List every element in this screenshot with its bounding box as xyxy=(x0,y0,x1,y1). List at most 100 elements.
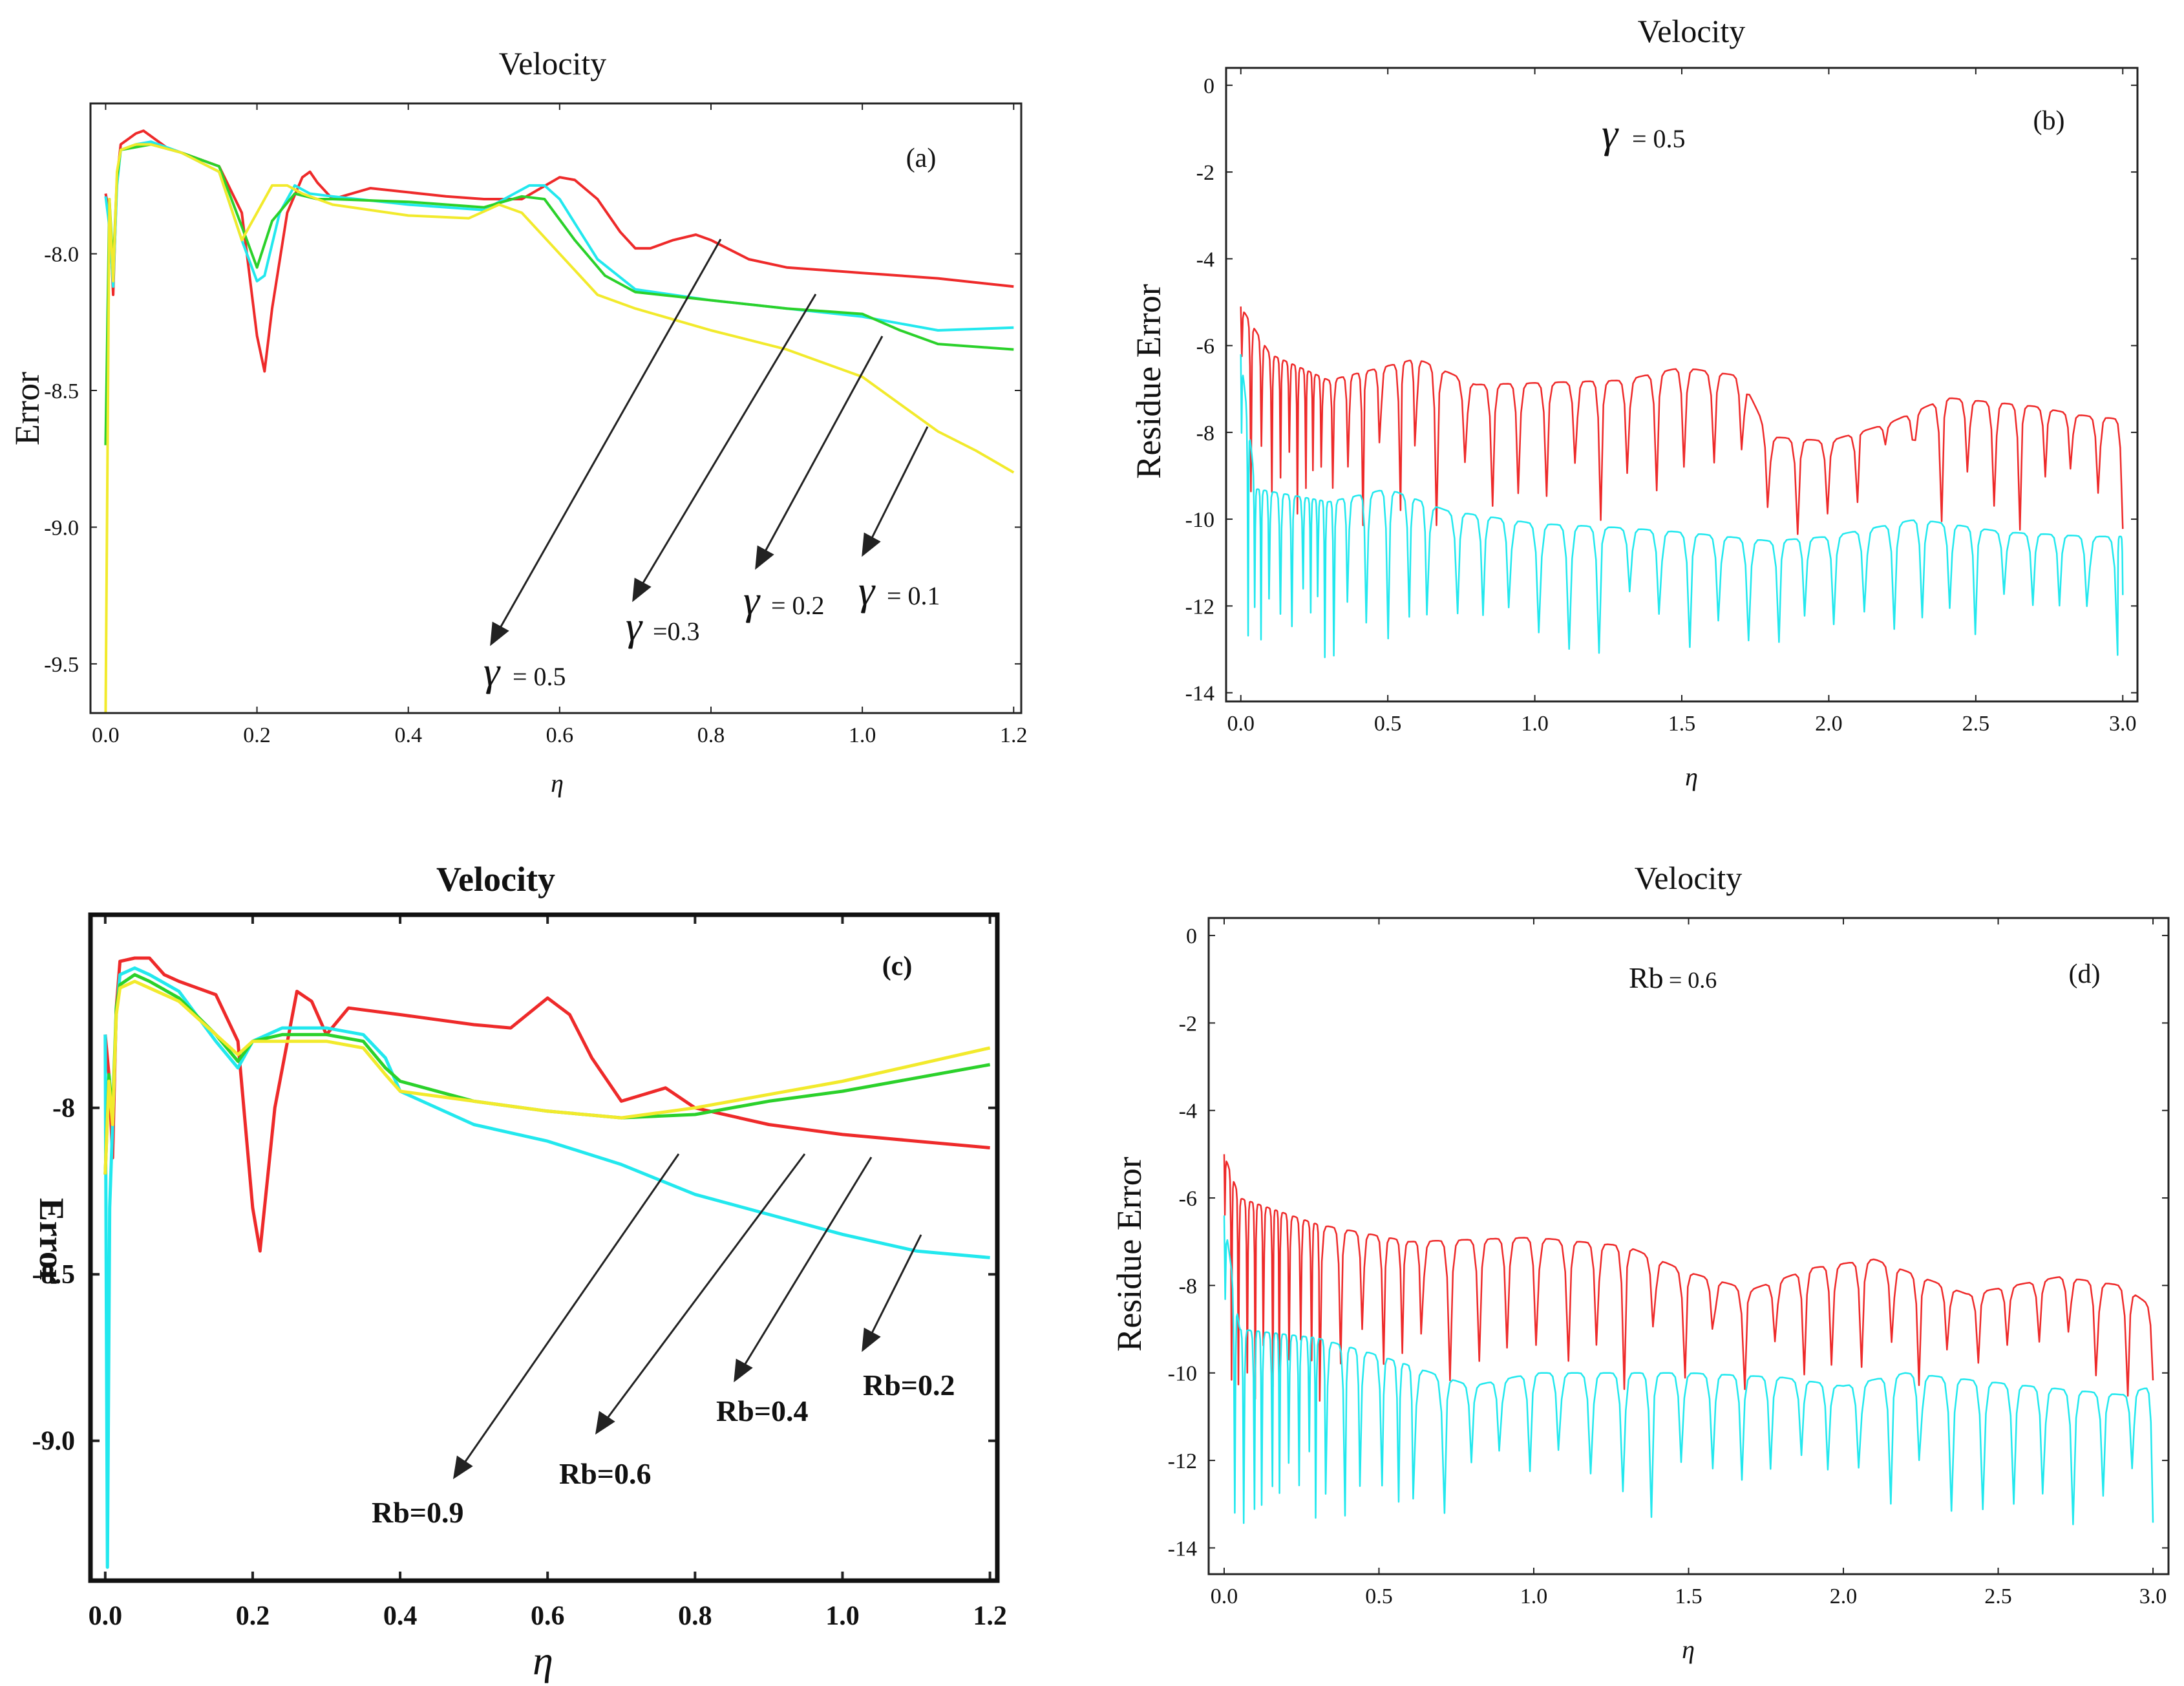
y-tick-label: -12 xyxy=(1185,595,1214,619)
y-tick-label: 0 xyxy=(1186,924,1197,948)
x-tick-label: 0.5 xyxy=(1365,1585,1393,1608)
y-tick-label: -10 xyxy=(1185,508,1214,532)
panel-b-title: Velocity xyxy=(1638,13,1746,49)
arrow-g03 xyxy=(639,293,817,589)
x-tick-label: 0.0 xyxy=(1211,1585,1238,1608)
arrowhead-icon xyxy=(452,1455,473,1480)
y-tick-label: -8 xyxy=(52,1094,75,1124)
panel-a-label-g05: γ = 0.5 xyxy=(483,648,566,694)
series-red-line xyxy=(1240,306,2124,535)
panel-d-tag: (d) xyxy=(2069,959,2101,989)
panel-a-title: Velocity xyxy=(499,45,607,81)
arrow-g02 xyxy=(761,336,884,557)
gamma-value: = 0.5 xyxy=(513,662,566,691)
gamma-symbol: γ xyxy=(626,603,643,649)
panel-a-tag: (a) xyxy=(906,144,937,173)
y-tick-label: -6 xyxy=(1179,1187,1197,1211)
panel-b-ylabel: Residue Error xyxy=(1129,284,1168,478)
rb-symbol: Rb xyxy=(1629,961,1664,994)
y-tick-label: -10 xyxy=(1168,1362,1197,1386)
panel-b-param-label: γ = 0.5 xyxy=(1602,111,1686,156)
x-tick-label: 1.0 xyxy=(825,1601,860,1631)
y-tick-label: -4 xyxy=(1196,248,1214,272)
x-tick-label: 0.0 xyxy=(92,723,120,747)
panel-a: Velocity 0.0 0.2 0.4 0.6 0.8 1.0 1.2 -8.0 -8.5 -9… xyxy=(8,45,1028,798)
series-red-line xyxy=(1223,1154,2154,1402)
gamma-value: = 0.2 xyxy=(771,591,825,620)
panel-d-plot: 0.0 0.5 1.0 1.5 2.0 2.5 3.0 0 -2 -4 -6 -8 -10 -12 -14 xyxy=(1168,918,2168,1608)
y-tick-label: -9.0 xyxy=(44,516,79,540)
panel-c: Velocity 0.0 0.2 0.4 0.6 0.8 1.0 1.2 -8 -8.5 -9.0… xyxy=(32,860,1007,1683)
x-tick-label: 1.5 xyxy=(1675,1585,1702,1608)
y-tick-label: -8 xyxy=(1196,422,1214,445)
gamma-value: =0.3 xyxy=(653,617,700,646)
x-tick-label: 0.0 xyxy=(89,1601,123,1631)
series-cyan-line xyxy=(104,140,1014,332)
x-tick-label: 0.4 xyxy=(394,723,422,747)
series-green-line xyxy=(104,143,1014,445)
x-tick-label: 3.0 xyxy=(2109,712,2137,736)
panel-a-plot: 0.0 0.2 0.4 0.6 0.8 1.0 1.2 -8.0 -8.5 -9.0 -9.5 xyxy=(44,103,1028,747)
x-tick-label: 0.8 xyxy=(697,723,725,747)
panel-a-frame xyxy=(89,102,1023,714)
arrow-g05 xyxy=(496,239,722,633)
panel-c-label-rb06: Rb=0.6 xyxy=(559,1457,652,1490)
y-tick-label: -8.5 xyxy=(32,1260,76,1290)
x-tick-label: 0.5 xyxy=(1374,712,1402,736)
x-tick-label: 2.5 xyxy=(1962,712,1990,736)
panel-b-tag: (b) xyxy=(2033,106,2065,136)
gamma-value: = 0.1 xyxy=(887,581,940,610)
arrow-rb04 xyxy=(741,1157,873,1370)
gamma-symbol: γ xyxy=(483,648,501,694)
x-tick-label: 1.0 xyxy=(1521,712,1549,736)
panel-c-tag: (c) xyxy=(882,952,913,981)
y-tick-label: 0 xyxy=(1203,74,1214,98)
x-tick-label: 2.5 xyxy=(1984,1585,2012,1608)
y-tick-label: -2 xyxy=(1196,161,1214,185)
panel-c-plot: 0.0 0.2 0.4 0.6 0.8 1.0 1.2 -8 -8.5 -9.0 xyxy=(32,915,1007,1631)
y-tick-label: -2 xyxy=(1179,1012,1197,1036)
gamma-symbol: γ xyxy=(858,568,876,614)
panel-a-ylabel: Error xyxy=(8,372,47,445)
series-yellow-line xyxy=(104,143,1015,714)
y-tick-label: -14 xyxy=(1168,1537,1197,1561)
x-tick-label: 1.0 xyxy=(1520,1585,1548,1608)
y-tick-label: -14 xyxy=(1185,682,1214,706)
y-tick-label: -12 xyxy=(1168,1449,1197,1473)
y-tick-label: -6 xyxy=(1196,335,1214,359)
x-tick-label: 3.0 xyxy=(2139,1585,2167,1608)
x-tick-label: 0.6 xyxy=(546,723,574,747)
panel-a-label-g02: γ = 0.2 xyxy=(743,577,825,623)
y-tick-label: -9.5 xyxy=(44,653,79,677)
arrowhead-icon xyxy=(755,545,774,570)
panel-a-arrows xyxy=(490,239,929,646)
panel-a-label-g01: γ = 0.1 xyxy=(858,568,940,614)
arrow-g01 xyxy=(868,426,929,544)
panel-d-frame xyxy=(1207,917,2170,1575)
panel-b-xlabel: η xyxy=(1685,762,1698,791)
series-yellow-line xyxy=(103,979,991,1175)
panel-c-ylabel: Error xyxy=(32,1198,71,1285)
panel-d-title: Velocity xyxy=(1635,860,1743,896)
x-tick-label: 1.2 xyxy=(1000,723,1028,747)
rb-value: = 0.6 xyxy=(1669,967,1717,993)
panel-d-param-label: Rb = 0.6 xyxy=(1629,961,1717,994)
gamma-symbol: γ xyxy=(743,577,761,623)
panel-a-xlabel: η xyxy=(551,769,564,798)
x-tick-label: 0.8 xyxy=(678,1601,712,1631)
arrowhead-icon xyxy=(595,1411,615,1435)
x-tick-label: 0.6 xyxy=(531,1601,565,1631)
arrowhead-icon xyxy=(734,1358,753,1383)
panel-b-frame xyxy=(1225,67,2139,703)
x-tick-label: 2.0 xyxy=(1815,712,1843,736)
y-tick-label: -8.0 xyxy=(44,243,79,267)
panel-c-label-rb09: Rb=0.9 xyxy=(372,1496,464,1529)
x-tick-label: 0.0 xyxy=(1227,712,1255,736)
x-tick-label: 2.0 xyxy=(1830,1585,1858,1608)
panel-d: Velocity 0.0 0.5 1.0 1.5 2.0 2.5 3.0 0 -2 -4 -6 -8 -… xyxy=(1110,860,2170,1664)
panel-c-label-rb02: Rb=0.2 xyxy=(863,1369,955,1402)
series-red-line xyxy=(103,956,990,1253)
x-tick-label: 1.2 xyxy=(973,1601,1007,1631)
arrowhead-icon xyxy=(632,577,652,603)
